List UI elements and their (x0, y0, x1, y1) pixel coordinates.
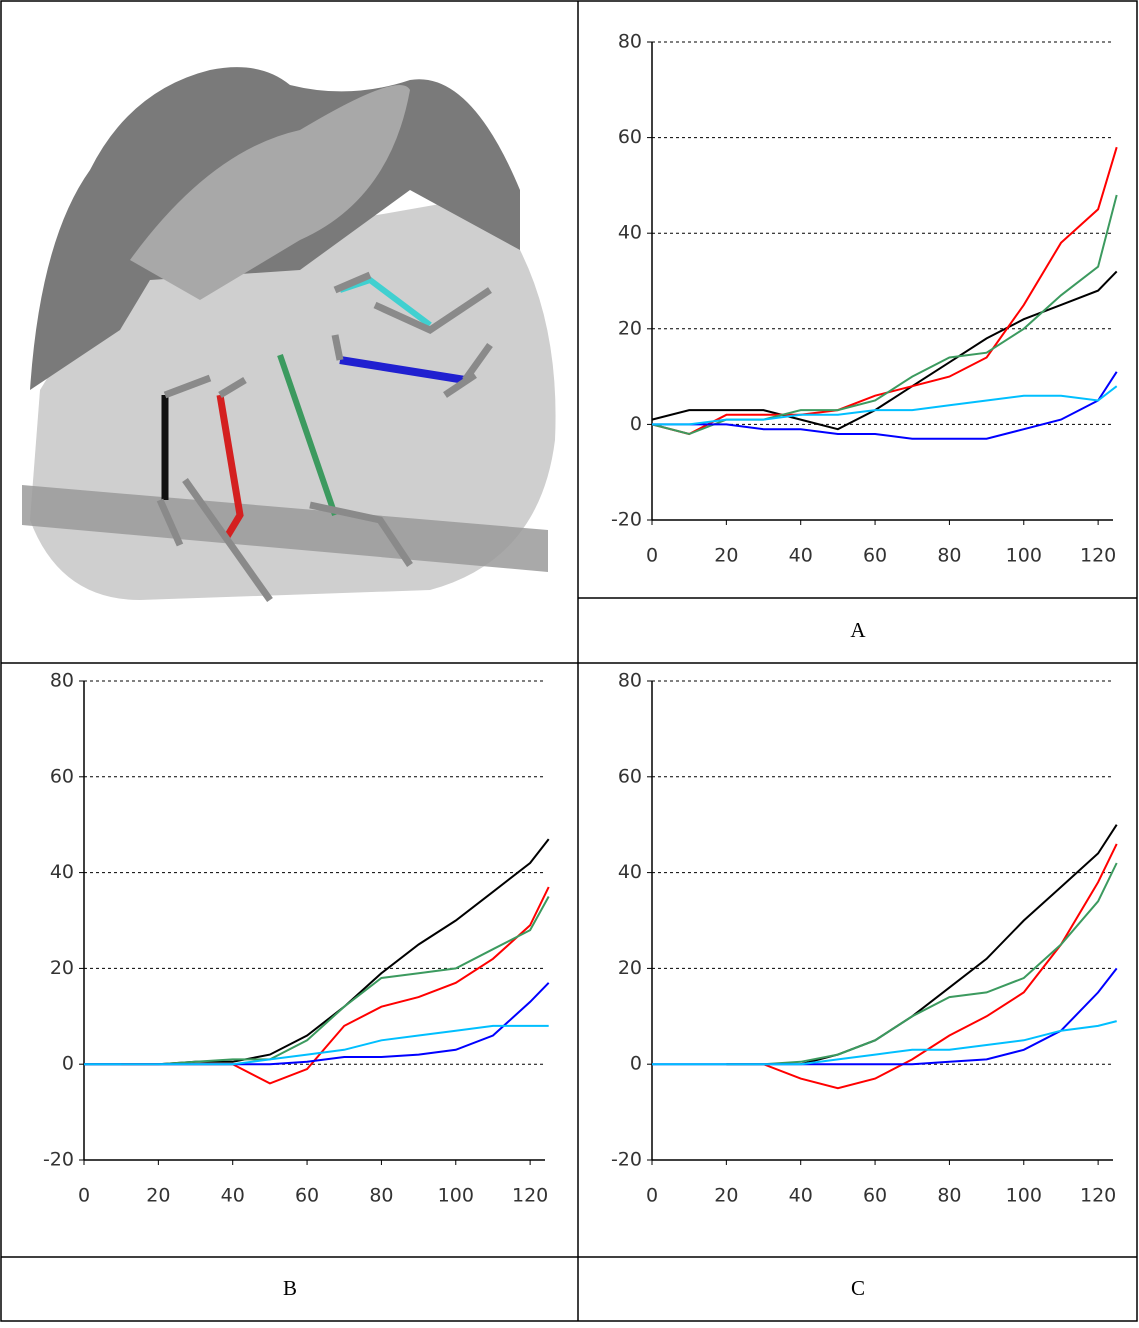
y-tick-label: 20 (618, 317, 642, 339)
y-tick-label: 80 (618, 31, 642, 53)
x-tick-label: 120 (1080, 1185, 1116, 1207)
series-line (84, 838, 550, 1066)
chart-title: A (850, 618, 866, 642)
knee-rendering (22, 67, 556, 603)
x-tick-label: 80 (937, 1185, 961, 1207)
y-tick-label: -20 (43, 1149, 74, 1171)
y-tick-label: 20 (50, 957, 74, 979)
x-tick-label: 80 (369, 1185, 393, 1207)
y-tick-label: 0 (630, 1053, 642, 1075)
series-line (652, 385, 1118, 426)
y-tick-label: 40 (618, 222, 642, 244)
y-tick-label: 80 (618, 670, 642, 692)
series-line (726, 862, 1118, 1066)
x-tick-label: 100 (1006, 1185, 1042, 1207)
y-tick-label: 60 (618, 126, 642, 148)
x-tick-label: 20 (714, 545, 738, 567)
x-tick-label: 0 (646, 1185, 658, 1207)
x-tick-label: 120 (1080, 545, 1116, 567)
x-tick-label: 60 (295, 1185, 319, 1207)
y-tick-label: 0 (62, 1053, 74, 1075)
x-tick-label: 40 (221, 1185, 245, 1207)
series-line (651, 146, 1118, 436)
y-tick-label: -20 (611, 1149, 642, 1171)
y-tick-label: 40 (618, 861, 642, 883)
y-tick-label: 20 (618, 957, 642, 979)
x-tick-label: 40 (789, 1185, 813, 1207)
x-tick-label: 80 (937, 545, 961, 567)
x-tick-label: 20 (714, 1185, 738, 1207)
y-tick-label: 60 (618, 765, 642, 787)
series-line (652, 1020, 1117, 1066)
x-tick-label: 60 (863, 1185, 887, 1207)
series-line (651, 194, 1118, 436)
series-line (651, 270, 1118, 431)
series-line (84, 982, 550, 1066)
y-tick-label: -20 (611, 509, 642, 531)
y-tick-label: 60 (50, 765, 74, 787)
chart-title: C (851, 1276, 865, 1300)
x-tick-label: 120 (512, 1185, 548, 1207)
x-tick-label: 60 (863, 545, 887, 567)
y-tick-label: 0 (630, 413, 642, 435)
x-tick-label: 20 (146, 1185, 170, 1207)
x-tick-label: 100 (438, 1185, 474, 1207)
series-line (84, 1024, 549, 1066)
series-line (800, 824, 1118, 1066)
series-line (652, 967, 1118, 1066)
y-tick-label: 80 (50, 670, 74, 692)
x-tick-label: 0 (646, 545, 658, 567)
x-tick-label: 100 (1006, 545, 1042, 567)
x-tick-label: 40 (789, 545, 813, 567)
series-line (652, 371, 1118, 440)
series-line (121, 886, 550, 1085)
series-line (158, 896, 550, 1066)
x-tick-label: 0 (78, 1185, 90, 1207)
series-line (726, 843, 1118, 1090)
chart-title: B (283, 1276, 297, 1300)
y-tick-label: 40 (50, 861, 74, 883)
